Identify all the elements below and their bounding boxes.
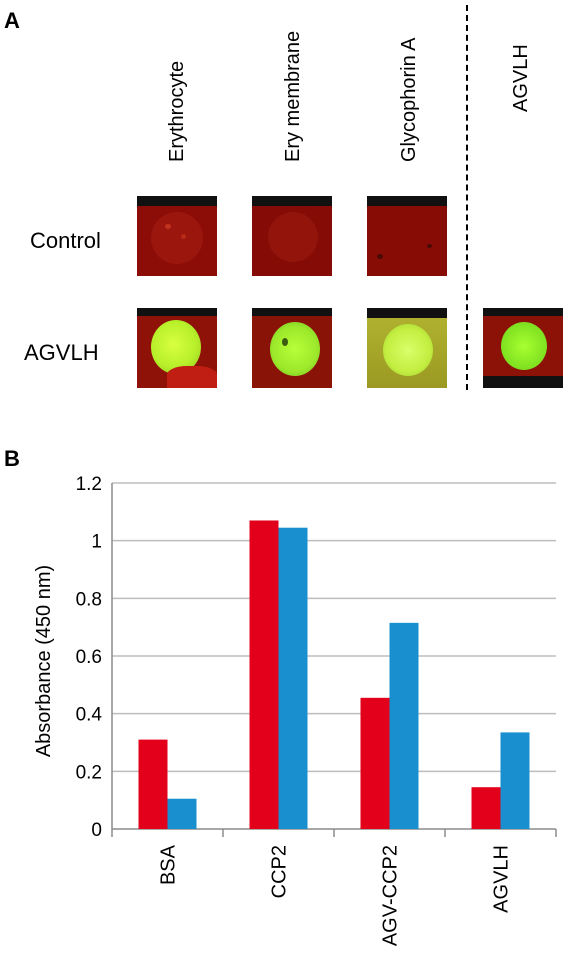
y-tick-label: 0.6 bbox=[76, 647, 102, 668]
panel-a-dashed-divider bbox=[466, 5, 468, 390]
bar-bsa-series-1 bbox=[138, 739, 168, 829]
x-category-label: AGV-CCP2 bbox=[380, 845, 402, 946]
x-category-label: BSA bbox=[158, 844, 180, 885]
agvlh-glycophorin-a-well bbox=[367, 308, 447, 388]
y-tick-label: 0.8 bbox=[76, 589, 102, 610]
row-label-control: Control bbox=[30, 228, 101, 253]
y-tick-label: 1.2 bbox=[76, 474, 102, 495]
bar-agv-ccp2-series-1 bbox=[360, 697, 390, 829]
bar-ccp2-series-2 bbox=[278, 527, 308, 829]
y-tick-label: 1 bbox=[91, 532, 102, 553]
agvlh-erythrocyte-well bbox=[137, 308, 217, 388]
panel-a-letter: A bbox=[4, 8, 20, 33]
bar-agv-ccp2-series-2 bbox=[389, 622, 419, 829]
control-ery-membrane-well bbox=[252, 196, 332, 276]
row-label-agvlh: AGVLH bbox=[24, 340, 99, 365]
bar-agvlh-series-2 bbox=[500, 732, 530, 829]
x-category-label: AGVLH bbox=[491, 845, 513, 913]
y-tick-label: 0 bbox=[91, 820, 102, 841]
y-tick-label: 0.2 bbox=[76, 762, 102, 783]
bar-ccp2-series-1 bbox=[249, 520, 279, 829]
x-category-label: CCP2 bbox=[269, 845, 291, 898]
y-tick-label: 0.4 bbox=[76, 705, 103, 726]
control-glycophorin-a-well bbox=[367, 196, 447, 276]
agvlh-agvlh-well bbox=[483, 308, 563, 388]
control-erythrocyte-well bbox=[137, 196, 217, 276]
agvlh-ery-membrane-well bbox=[252, 308, 332, 388]
panel-b-letter: B bbox=[4, 446, 20, 471]
bar-bsa-series-2 bbox=[167, 798, 197, 829]
bar-agvlh-series-1 bbox=[471, 787, 501, 829]
y-axis-label: Absorbance (450 nm) bbox=[33, 565, 55, 757]
